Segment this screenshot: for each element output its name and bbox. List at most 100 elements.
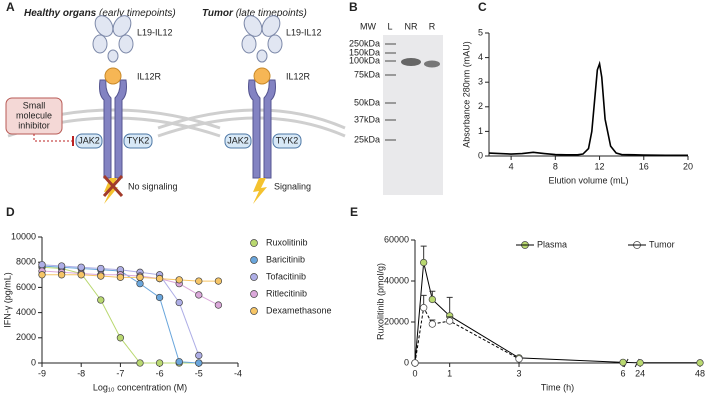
data-point	[195, 277, 203, 285]
legend-marker	[250, 307, 258, 315]
lane-label: NR	[405, 21, 418, 31]
mw-label: 37kDa	[354, 114, 380, 124]
x-tick-label: 8	[553, 161, 558, 171]
series-line	[488, 60, 688, 157]
x-tick-label: -5	[195, 368, 203, 378]
panel-label: C	[478, 0, 487, 14]
mw-label: 250kDa	[349, 38, 380, 48]
y-tick-label: 1	[478, 126, 483, 136]
x-axis-title: Time (h)	[541, 382, 574, 392]
lightning	[104, 178, 118, 204]
kinase-label: TYK2	[127, 135, 150, 145]
legend-label: Ritlecitinib	[266, 288, 307, 298]
chart: 0 2000 4000 6000 8000 10000 -9 -8 -7 -6 -5 -4 Log₁₀ …	[2, 231, 331, 392]
subtitle: (late timepoints)	[236, 8, 307, 19]
data-point	[136, 279, 144, 288]
y-tick-label: 2000	[16, 332, 36, 342]
legend-label: Tumor	[649, 239, 675, 249]
data-point	[214, 277, 223, 285]
panel-label: E	[350, 205, 358, 219]
data-point	[136, 359, 144, 367]
subtitle: (early timepoints)	[99, 8, 176, 19]
data-point	[116, 334, 125, 342]
data-point	[420, 304, 428, 312]
outcome-label: No signaling	[128, 181, 178, 191]
data-point	[97, 272, 105, 280]
x-tick-label: -8	[77, 368, 85, 378]
legend-label: Plasma	[537, 239, 567, 249]
panel-label: B	[349, 0, 358, 14]
x-tick-label: 24	[635, 368, 645, 378]
marker-band	[385, 43, 396, 45]
kinase-label: JAK2	[227, 135, 249, 145]
panel-label: D	[6, 205, 15, 219]
block-x	[102, 174, 124, 198]
x-tick-label: 6	[621, 368, 626, 378]
data-point	[77, 263, 85, 271]
data-point	[411, 359, 419, 367]
y-tick-label: 0	[478, 150, 483, 160]
x-tick-label: 4	[509, 161, 514, 171]
lightning	[253, 178, 267, 204]
data-point	[155, 293, 164, 302]
series-line	[414, 306, 520, 364]
legend-label: Tofacitinib	[266, 271, 306, 281]
marker-band	[385, 102, 396, 104]
inhibition-line	[33, 134, 72, 142]
x-tick-label: 16	[639, 161, 649, 171]
y-tick-label: 10000	[11, 231, 36, 241]
band	[424, 60, 440, 68]
legend-marker	[250, 290, 258, 298]
lane-label: L	[387, 21, 392, 31]
data-point	[195, 351, 203, 360]
legend-marker	[250, 256, 258, 264]
data-point	[195, 291, 203, 299]
data-point	[38, 271, 46, 279]
data-point	[428, 295, 436, 304]
inhibitor-label: inhibitor	[18, 120, 50, 130]
chart: 0 20000 40000 60000 0 1 3 6 24 48 Time (h) Ruxoliti…	[375, 234, 705, 392]
x-tick-label: 1	[447, 368, 452, 378]
marker-band	[385, 52, 396, 54]
y-tick-label: 4000	[16, 307, 36, 317]
data-point	[696, 359, 704, 367]
data-point	[97, 264, 105, 273]
y-tick-label: 0	[31, 357, 36, 367]
x-tick-label: -6	[156, 368, 164, 378]
marker-band	[385, 139, 396, 141]
ligand-label: L19-IL12	[286, 27, 322, 37]
mw-label: 50kDa	[354, 97, 380, 107]
ligand-label: L19-IL12	[137, 27, 173, 37]
x-axis-title: Elution volume (mL)	[548, 175, 628, 185]
receptor-label: IL12R	[137, 71, 162, 81]
legend-label: Ruxolitinib	[266, 237, 308, 247]
data-point	[619, 358, 627, 367]
mw-label: 75kDa	[354, 69, 380, 79]
data-point	[77, 271, 85, 279]
x-tick-label: -7	[116, 368, 124, 378]
receptor-label: IL12R	[286, 71, 311, 81]
data-point	[57, 271, 66, 279]
band	[401, 58, 421, 66]
x-axis-title: Log₁₀ concentration (M)	[93, 382, 187, 392]
data-point	[214, 301, 223, 309]
series-line	[41, 270, 219, 306]
data-point	[195, 359, 203, 367]
x-tick-label: -9	[38, 368, 46, 378]
inhibitor-label: molecule	[16, 110, 52, 120]
y-axis-title: IFN-γ (pg/mL)	[2, 272, 12, 328]
inhibitor-label: Small	[23, 100, 46, 110]
legend-marker	[250, 239, 258, 247]
data-point	[38, 261, 46, 269]
data-point	[136, 273, 144, 281]
x-tick-label: 20	[683, 161, 693, 171]
data-point	[636, 359, 644, 367]
x-tick-label: 12	[595, 161, 605, 171]
kinase-label: JAK2	[78, 135, 100, 145]
membrane	[157, 108, 346, 138]
kinase-label: TYK2	[276, 135, 299, 145]
data-point	[155, 274, 164, 283]
